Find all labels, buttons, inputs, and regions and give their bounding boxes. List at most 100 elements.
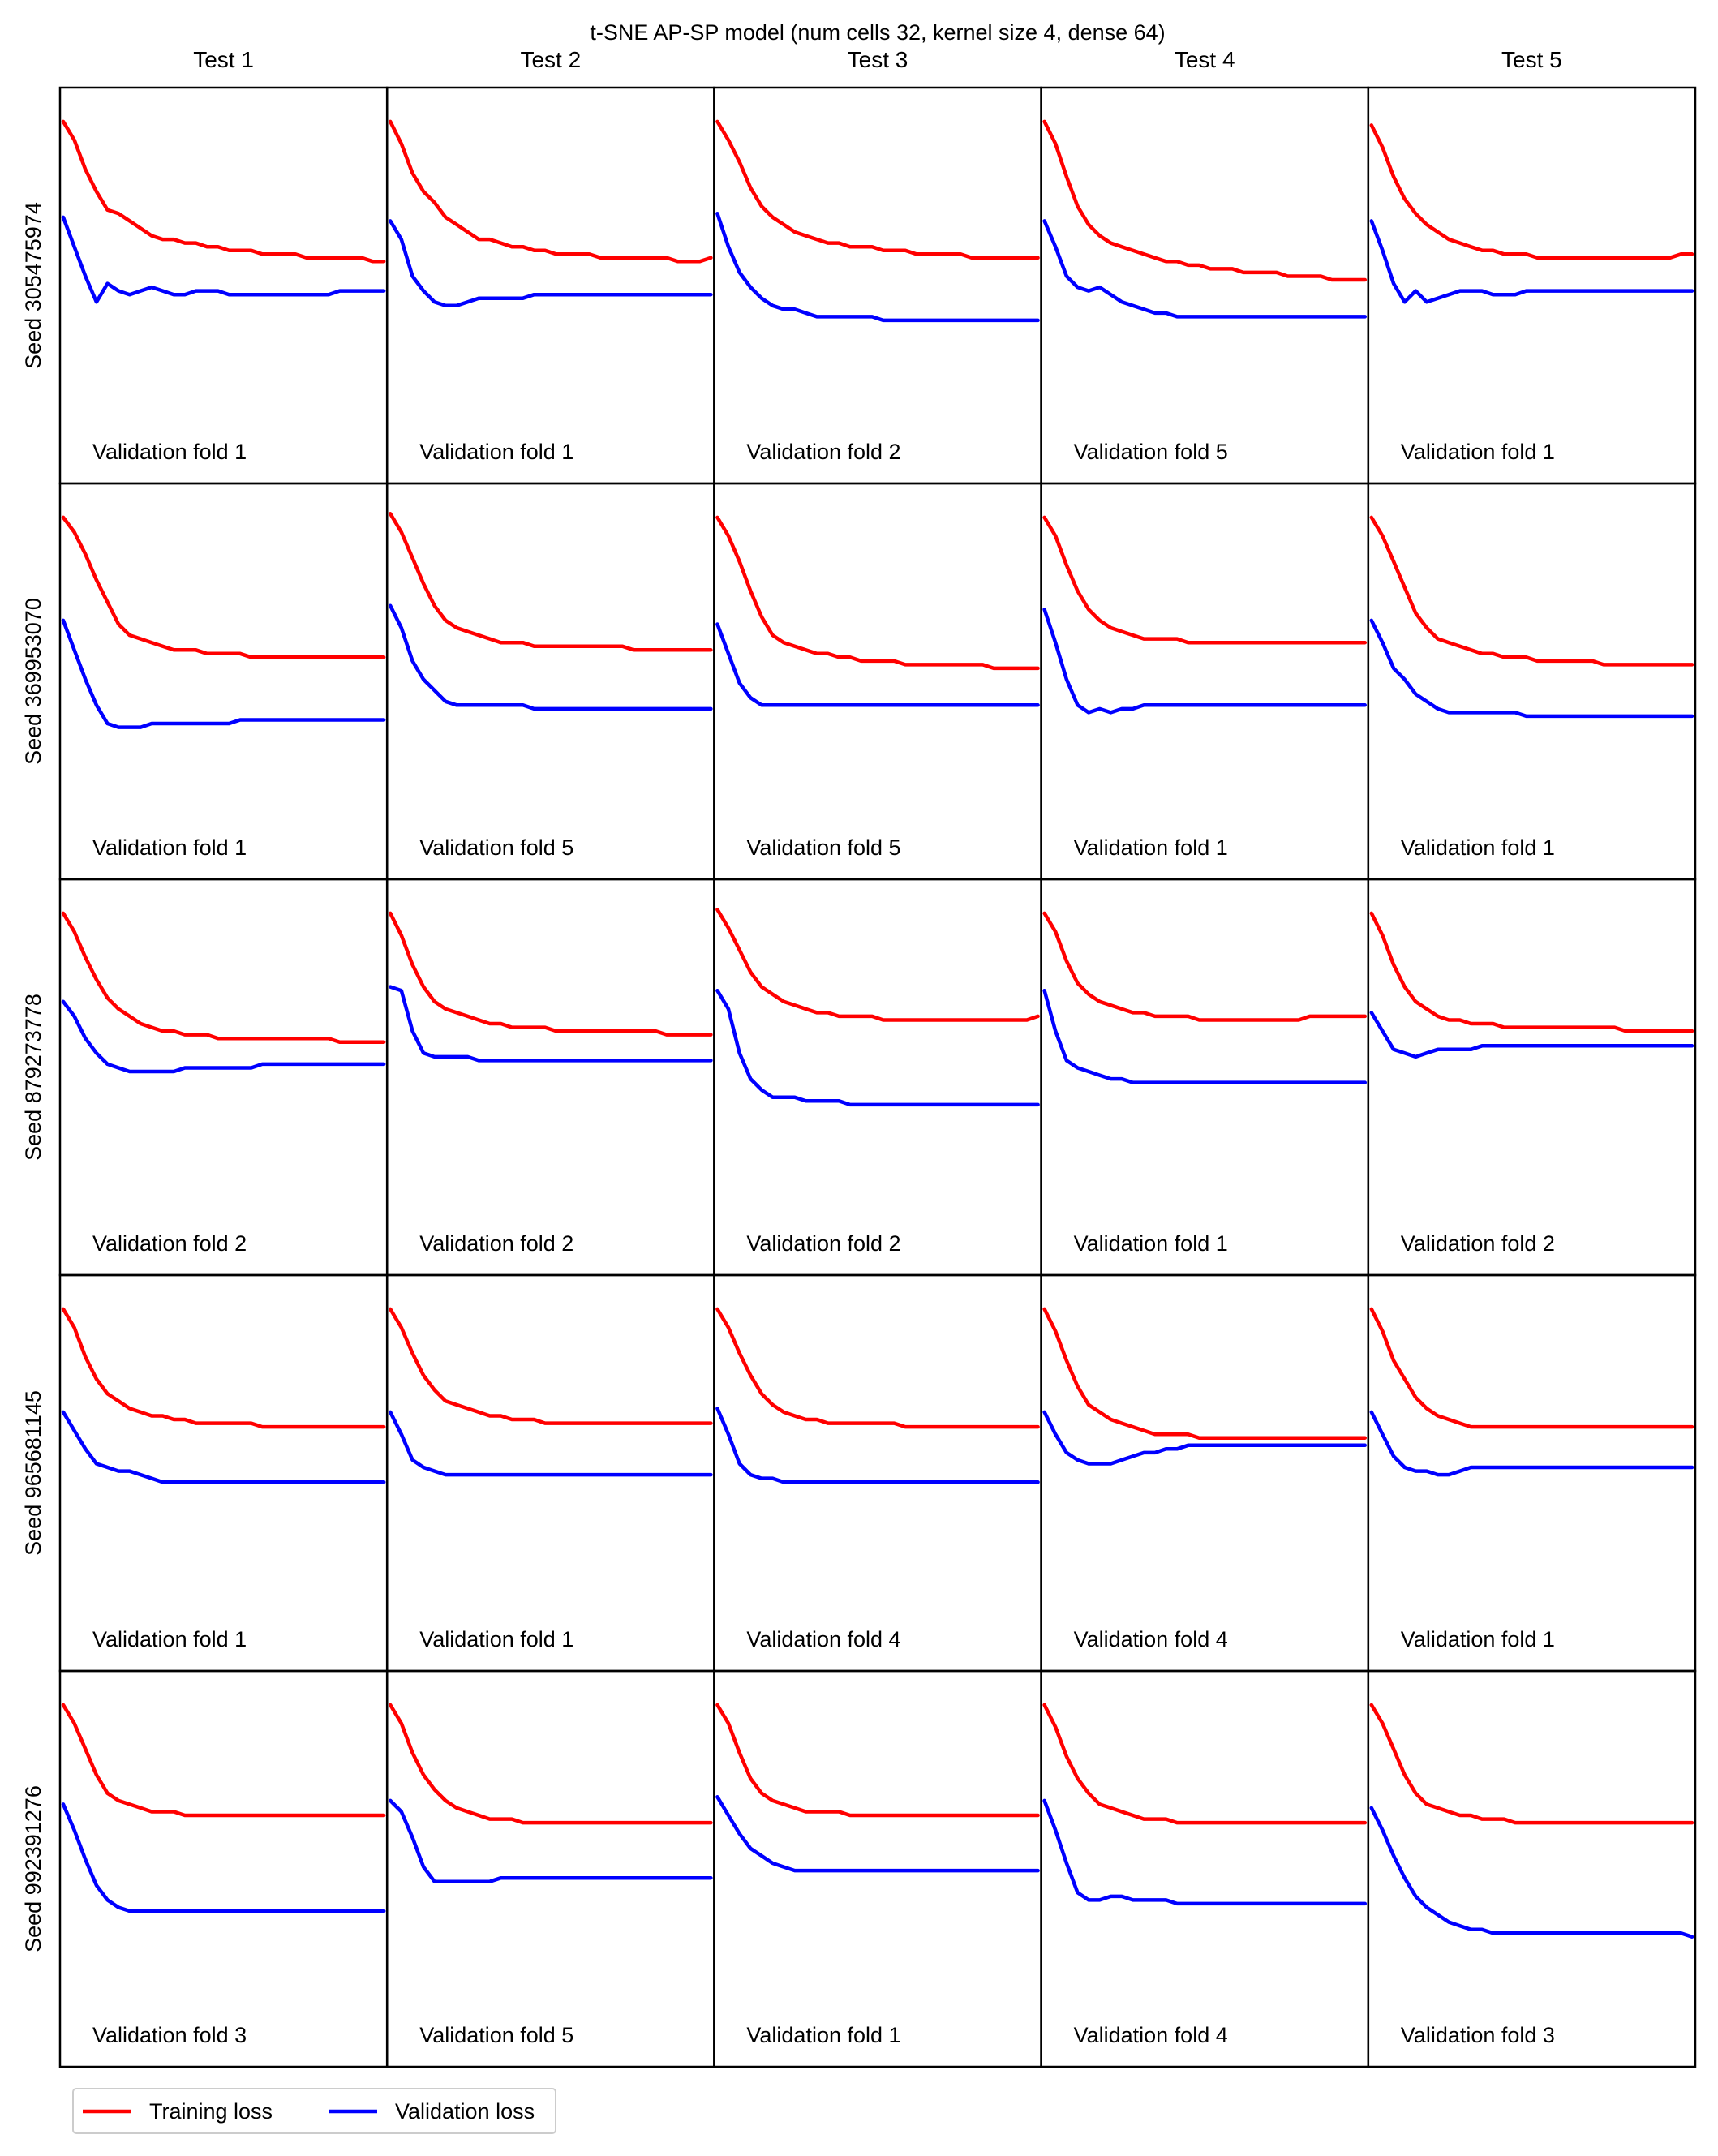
subplot-panel: Validation fold 3 (1367, 1669, 1697, 2068)
column-title: Test 3 (848, 47, 908, 72)
validation-loss-line (1369, 1410, 1694, 1477)
subplot-panel: Validation fold 3 (58, 1669, 389, 2068)
validation-fold-label: Validation fold 2 (419, 1231, 573, 1256)
training-loss-line (715, 515, 1040, 671)
training-loss-line (1369, 123, 1694, 260)
training-loss-line (1369, 1307, 1694, 1429)
validation-loss-line (1369, 1806, 1694, 1939)
training-loss-line (388, 911, 713, 1037)
validation-fold-label: Validation fold 1 (1074, 1231, 1228, 1256)
row-label: Seed 992391276 (21, 1785, 45, 1952)
validation-loss-line (388, 219, 713, 308)
training-loss-line (61, 515, 386, 659)
subplot-panel: Validation fold 1 (713, 1669, 1042, 2068)
training-loss-line (61, 911, 386, 1044)
validation-fold-label: Validation fold 5 (746, 835, 900, 860)
validation-loss-line (388, 1410, 713, 1477)
training-loss-line (715, 119, 1040, 260)
training-loss-line (61, 1307, 386, 1429)
validation-loss-line (1042, 988, 1368, 1084)
panel-frame (1367, 1669, 1697, 2068)
legend: Training loss Validation loss (72, 2088, 556, 2134)
validation-loss-line (1042, 608, 1368, 715)
column-title: Test 1 (193, 47, 254, 72)
subplot-grid: Validation fold 1 Validation fold 1 Valida… (58, 86, 1697, 2068)
validation-loss-line (61, 215, 386, 304)
column-title: Test 2 (520, 47, 581, 72)
subplot-panel: Validation fold 5 (385, 1669, 715, 2068)
training-loss-line (1042, 119, 1368, 282)
validation-loss-line (61, 618, 386, 729)
validation-loss-line (61, 1410, 386, 1484)
subplot-panel: Validation fold 4 (713, 1273, 1042, 1673)
subplot-panel: Validation fold 2 (58, 878, 389, 1277)
training-loss-line (1042, 1307, 1368, 1440)
row-label: Seed 305475974 (21, 202, 45, 369)
training-loss-line (61, 119, 386, 264)
subplot-panel: Validation fold 5 (385, 482, 715, 881)
training-loss-line (61, 1703, 386, 1818)
training-loss-line (388, 119, 713, 264)
legend-frame (72, 2088, 556, 2134)
validation-fold-label: Validation fold 4 (1074, 2023, 1228, 2047)
training-loss-line (715, 1307, 1040, 1429)
subplot-panel: Validation fold 2 (713, 86, 1042, 485)
column-titles: Test 1 Test 2 Test 3 Test 4 Test 5 (193, 47, 1562, 72)
validation-loss-line (61, 999, 386, 1074)
validation-fold-label: Validation fold 1 (1401, 440, 1555, 464)
training-loss-line (1369, 911, 1694, 1033)
row-label: Seed 369953070 (21, 598, 45, 765)
validation-fold-label: Validation fold 2 (746, 440, 900, 464)
validation-fold-label: Validation fold 1 (1401, 1627, 1555, 1651)
validation-loss-line (715, 1407, 1040, 1484)
validation-fold-label: Validation fold 5 (1074, 440, 1228, 464)
training-loss-line (388, 512, 713, 652)
subplot-panel: Validation fold 5 (713, 482, 1042, 881)
column-title: Test 4 (1175, 47, 1235, 72)
training-loss-line (388, 1307, 713, 1425)
validation-fold-label: Validation fold 1 (746, 2023, 900, 2047)
training-loss-line (715, 908, 1040, 1022)
training-loss-line (1042, 911, 1368, 1022)
validation-fold-label: Validation fold 2 (746, 1231, 900, 1256)
validation-fold-label: Validation fold 5 (419, 2023, 573, 2047)
validation-loss-line (1042, 1410, 1368, 1466)
validation-fold-label: Validation fold 1 (419, 440, 573, 464)
validation-fold-label: Validation fold 5 (419, 835, 573, 860)
subplot-panel: Validation fold 1 (58, 482, 389, 881)
validation-loss-line (715, 988, 1040, 1107)
training-loss-line (715, 1703, 1040, 1818)
validation-loss-line (1369, 219, 1694, 304)
validation-fold-label: Validation fold 3 (1401, 2023, 1555, 2047)
validation-fold-label: Validation fold 4 (1074, 1627, 1228, 1651)
subplot-panel: Validation fold 1 (58, 1273, 389, 1673)
validation-fold-label: Validation fold 1 (1074, 835, 1228, 860)
validation-loss-line (1042, 1798, 1368, 1906)
validation-loss-line (1369, 618, 1694, 719)
row-label: Seed 965681145 (21, 1390, 45, 1556)
training-loss-line (388, 1703, 713, 1825)
validation-fold-label: Validation fold 2 (1401, 1231, 1555, 1256)
validation-loss-line (61, 1802, 386, 1913)
validation-loss-line (715, 212, 1040, 323)
validation-fold-label: Validation fold 1 (1401, 835, 1555, 860)
training-loss-line (1042, 515, 1368, 645)
validation-loss-line (1369, 1011, 1694, 1059)
legend-label-validation-loss: Validation loss (395, 2099, 535, 2124)
column-title: Test 5 (1501, 47, 1562, 72)
validation-loss-line (388, 985, 713, 1063)
legend-label-training-loss: Training loss (149, 2099, 273, 2124)
validation-loss-line (1042, 219, 1368, 319)
row-label: Seed 879273778 (21, 994, 45, 1161)
validation-loss-line (715, 622, 1040, 707)
validation-fold-label: Validation fold 1 (92, 835, 247, 860)
training-loss-line (1369, 515, 1694, 667)
subplot-panel: Validation fold 1 (1367, 86, 1697, 485)
validation-fold-label: Validation fold 4 (746, 1627, 900, 1651)
validation-fold-label: Validation fold 3 (92, 2023, 247, 2047)
training-loss-line (1369, 1703, 1694, 1825)
row-labels: Seed 305475974 Seed 369953070 Seed 8792737… (21, 202, 45, 1952)
validation-fold-label: Validation fold 1 (92, 1627, 247, 1651)
